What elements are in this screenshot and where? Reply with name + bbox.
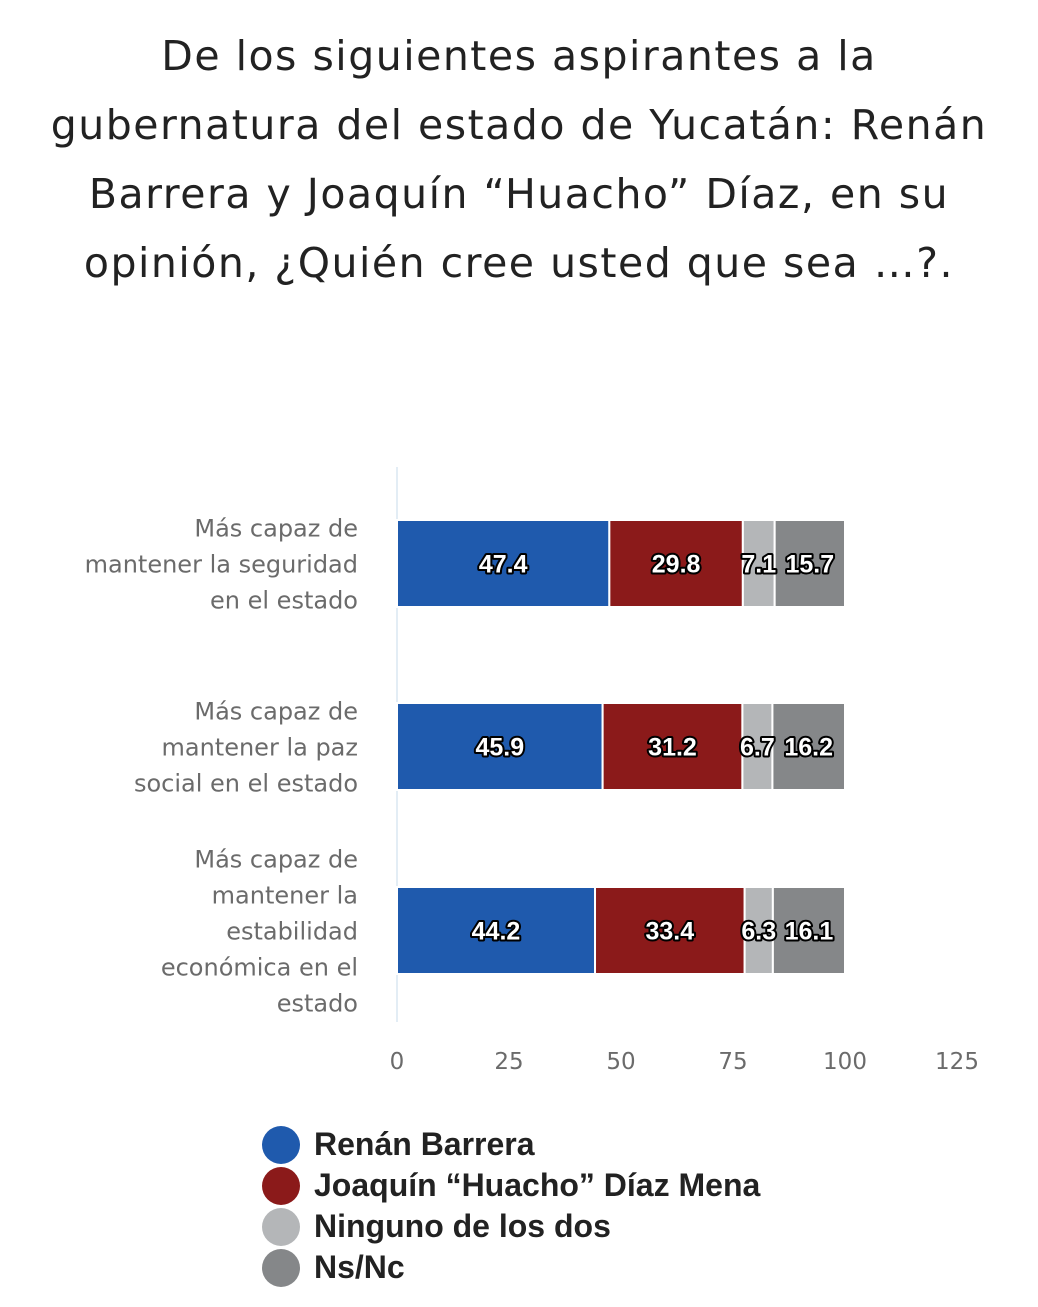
legend-label: Ninguno de los dos <box>314 1208 611 1244</box>
category-label-line: Más capaz de <box>194 698 358 726</box>
bar-segment <box>594 886 746 975</box>
legend-label: Renán Barrera <box>314 1126 535 1162</box>
bar-segment <box>771 886 847 975</box>
category-label: Más capaz de mantener la paz social en el … <box>134 698 358 798</box>
legend-label: Joaquín “Huacho” Díaz Mena <box>314 1167 761 1203</box>
legend-swatch <box>262 1207 300 1246</box>
data-label: 7.1 <box>741 551 776 579</box>
x-tick-label: 125 <box>935 1049 979 1075</box>
category-label-line: estabilidad <box>226 918 358 946</box>
x-tick-label: 0 <box>390 1049 405 1075</box>
bar-segment <box>771 702 847 791</box>
data-label: 16.1 <box>785 918 834 946</box>
x-tick-label: 75 <box>718 1049 747 1075</box>
data-label: 15.7 <box>785 551 834 579</box>
data-label: 6.3 <box>741 918 776 946</box>
x-tick-label: 100 <box>823 1049 867 1075</box>
category-label-line: Más capaz de <box>194 515 358 543</box>
data-label: 47.4 <box>479 551 528 579</box>
data-label: 45.9 <box>475 734 524 762</box>
category-label: Más capaz de mantener la seguridad en el e… <box>85 515 358 615</box>
x-tick-label: 50 <box>606 1049 635 1075</box>
bar-segment <box>741 519 776 608</box>
legend-item: Joaquín “Huacho” Díaz Mena <box>262 1165 760 1206</box>
data-label: 29.8 <box>652 551 701 579</box>
legend-swatch <box>262 1125 300 1164</box>
chart-legend: Renán Barrera Joaquín “Huacho” Díaz Mena N… <box>262 1124 760 1288</box>
category-label: Más capaz de mantener la estabilidad económ… <box>161 846 358 1018</box>
data-label: 16.2 <box>784 734 833 762</box>
legend-swatch <box>262 1166 300 1205</box>
legend-item: Renán Barrera <box>262 1124 760 1165</box>
legend-label: Ns/Nc <box>314 1249 405 1285</box>
legend-item: Ninguno de los dos <box>262 1206 760 1247</box>
legend-swatch <box>262 1248 300 1287</box>
category-label-line: mantener la seguridad <box>85 551 358 579</box>
bar-segment <box>608 519 744 608</box>
category-label-line: en el estado <box>210 587 358 615</box>
data-label: 6.7 <box>740 734 775 762</box>
chart-title: De los siguientes aspirantes a la gubern… <box>20 22 1018 298</box>
category-label-line: Más capaz de <box>194 846 358 874</box>
data-label: 33.4 <box>645 918 694 946</box>
category-label-line: económica en el <box>161 954 358 982</box>
category-label-line: estado <box>277 990 358 1018</box>
bar-segment <box>601 702 744 791</box>
stacked-bar-chart: 47.4 29.8 7.1 15.7 Más capaz de mantener la s… <box>85 467 979 1075</box>
bar-segment <box>743 886 774 975</box>
title-line: De los siguientes aspirantes a la <box>161 32 877 80</box>
category-label-line: social en el estado <box>134 770 358 798</box>
title-line: Barrera y Joaquín “Huacho” Díaz, en su <box>88 170 950 218</box>
title-line: opinión, ¿Quién cree usted que sea …?. <box>83 239 955 287</box>
x-tick-label: 25 <box>494 1049 523 1075</box>
category-label-line: mantener la paz <box>162 734 359 762</box>
data-label: 44.2 <box>472 918 521 946</box>
bar-segment <box>773 519 846 608</box>
title-line: gubernatura del estado de Yucatán: Renán <box>50 101 988 149</box>
data-label: 31.2 <box>648 734 697 762</box>
legend-item: Ns/Nc <box>262 1247 760 1288</box>
bar-segment <box>396 886 597 975</box>
category-label-line: mantener la <box>212 882 358 910</box>
